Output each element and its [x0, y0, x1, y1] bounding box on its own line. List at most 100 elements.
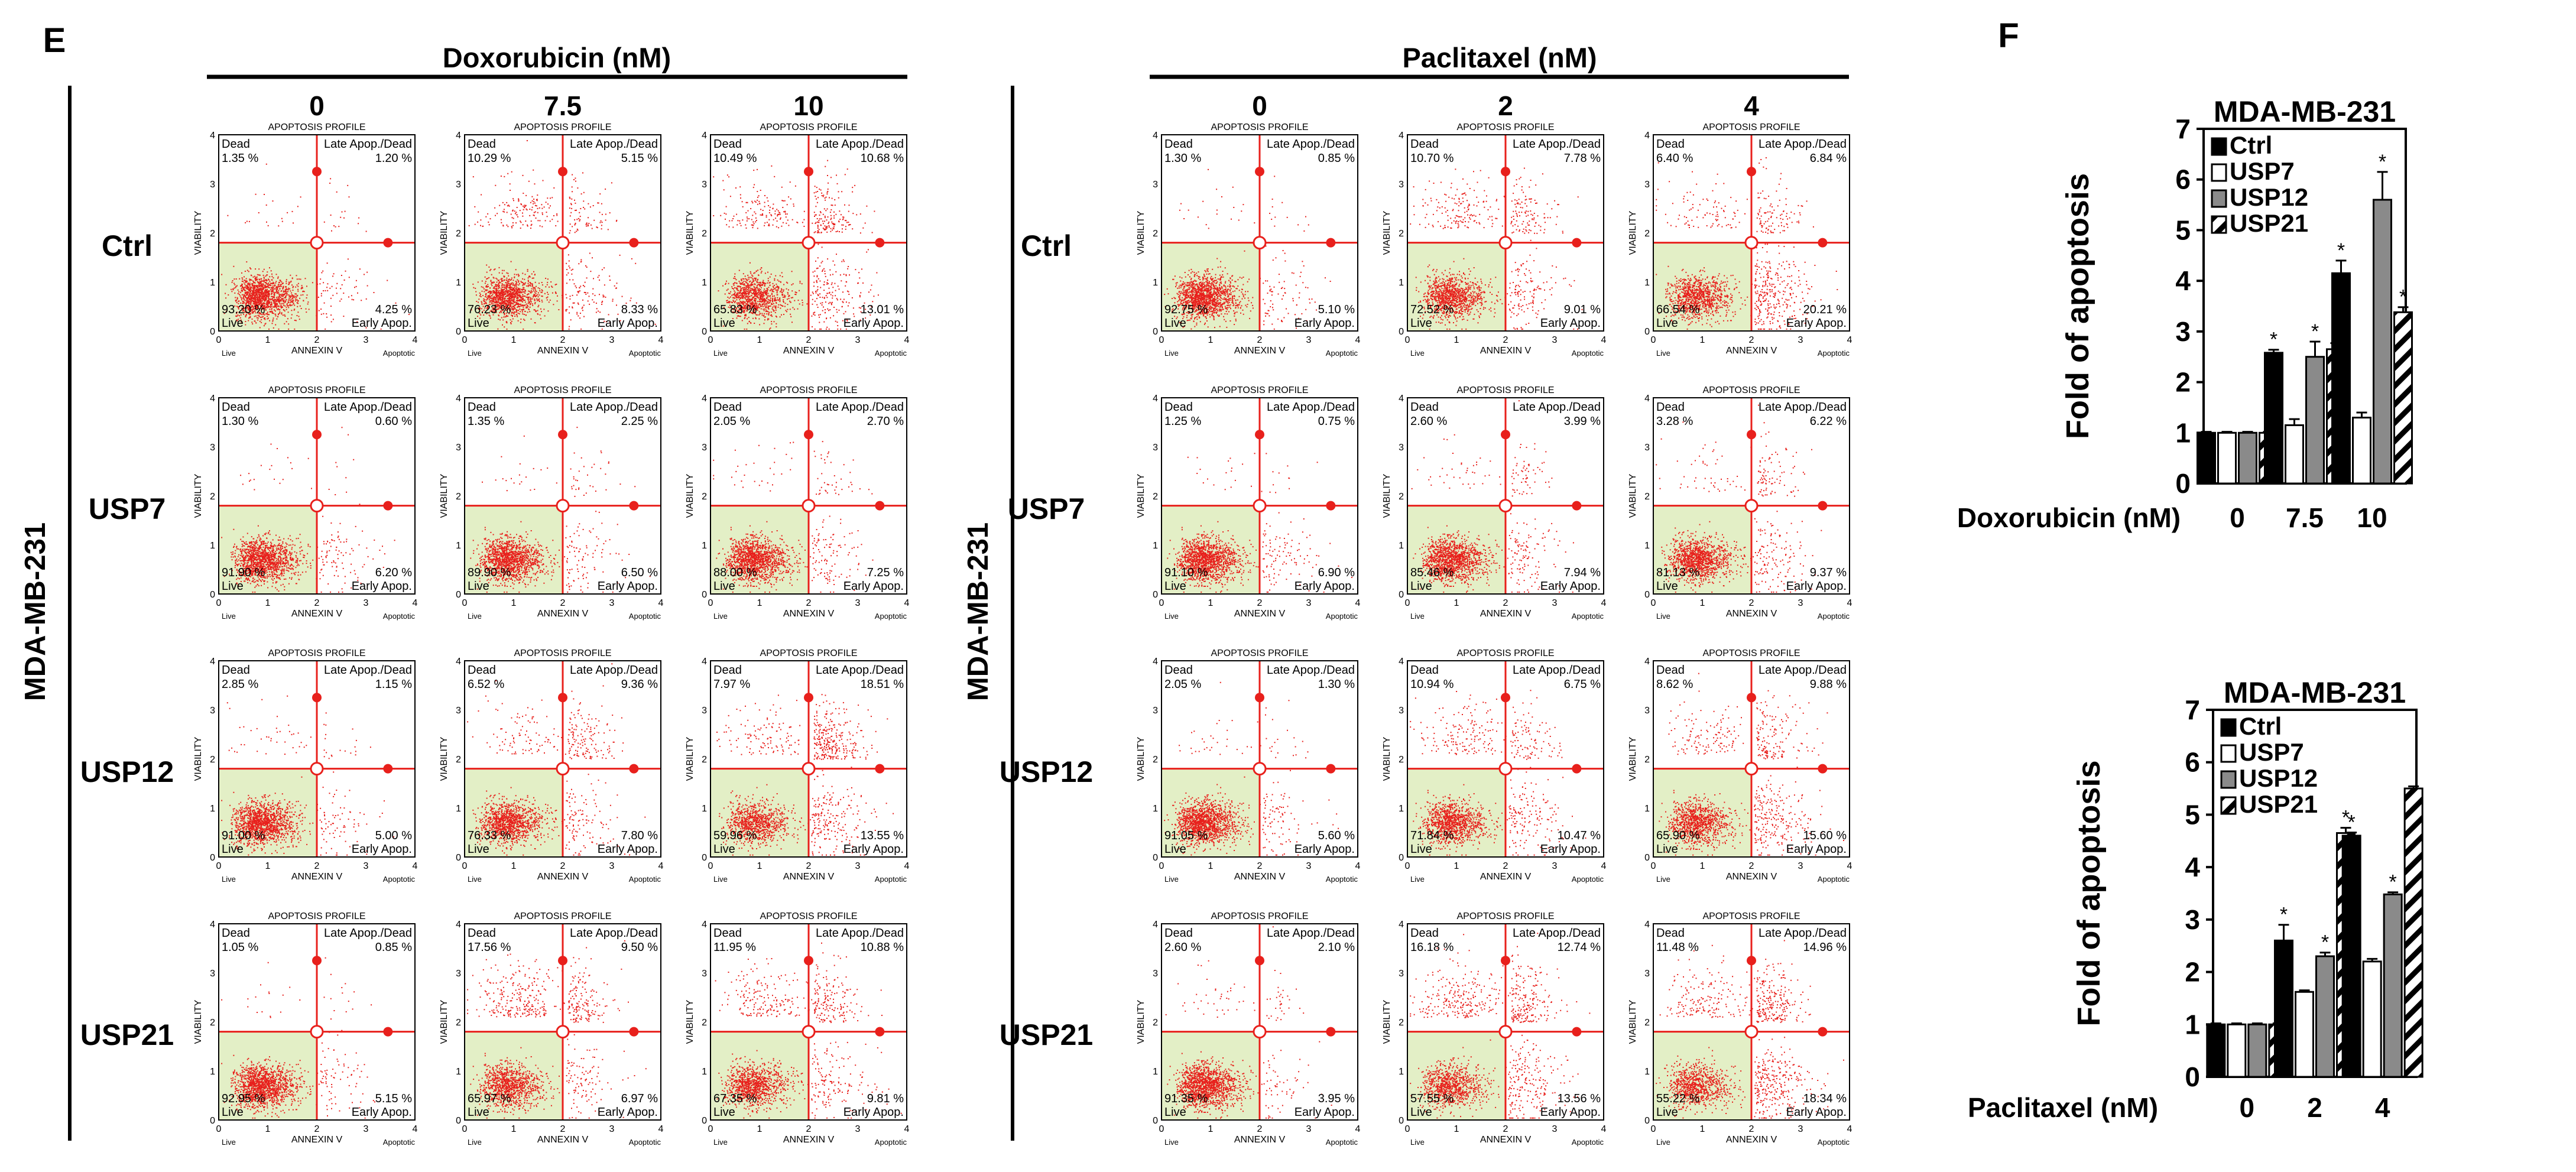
- bar-usp12: [2305, 356, 2325, 485]
- quadrant-percent: 89.90 %: [468, 566, 511, 579]
- plot-frame: [710, 397, 907, 595]
- y-tick-label: 0: [2185, 1061, 2200, 1092]
- x-tick-label: 2: [806, 861, 812, 871]
- significance-mark: *: [2280, 904, 2288, 926]
- quadrant-percent: 7.78 %: [1564, 152, 1601, 165]
- quadrant-label: Live: [713, 317, 735, 330]
- gate-center-handle: [1253, 762, 1267, 776]
- quadrant-label: Early Apop.: [843, 317, 904, 330]
- gate-handle: [1501, 430, 1510, 440]
- y-tick-label: 0: [702, 327, 707, 337]
- x-tick-label: 2: [560, 335, 566, 345]
- gate-handle: [875, 501, 885, 511]
- quadrant-percent: 65.83 %: [713, 303, 757, 316]
- x-tick-label: 3: [364, 598, 369, 608]
- gate-handle: [1572, 501, 1582, 511]
- quadrant-label: Dead: [468, 138, 496, 151]
- quadrant-label: Live: [1410, 1106, 1432, 1119]
- x-tick-label: 0: [462, 1124, 468, 1134]
- gate-handle: [383, 238, 393, 248]
- y-tick-label: 4: [1153, 920, 1158, 930]
- y-tick-label: 2: [1399, 755, 1404, 765]
- gate-center-handle: [310, 236, 324, 250]
- quadrant-label: Live: [222, 1106, 244, 1119]
- gate-center-handle: [556, 1025, 570, 1039]
- x-tick-label: 0: [708, 1124, 713, 1134]
- plot-title: APOPTOSIS PROFILE: [1211, 122, 1308, 132]
- quadrant-label: Dead: [1656, 401, 1685, 414]
- quadrant-label: Early Apop.: [352, 843, 412, 856]
- live-quadrant-fill: [1407, 242, 1506, 331]
- gate-handle: [1818, 764, 1828, 774]
- x-tick-label: 1: [1208, 598, 1214, 608]
- gate-handle: [804, 956, 813, 966]
- y-tick-label: 1: [702, 804, 707, 814]
- y-tick-label: 2: [1153, 229, 1158, 239]
- quadrant-label: Late Apop./Dead: [1759, 664, 1847, 677]
- x-tick-label: 2: [1503, 1124, 1508, 1134]
- x-tick-label: 1: [265, 598, 271, 608]
- x-tick-label: 3: [609, 335, 615, 345]
- y-tick-label: 2: [702, 755, 707, 765]
- x-axis-label: ANNEXIN V: [291, 1135, 343, 1145]
- y-tick-label: 2: [456, 229, 461, 239]
- y-tick-label: 4: [1644, 394, 1650, 404]
- plot-title: APOPTOSIS PROFILE: [1702, 385, 1800, 395]
- quadrant-percent: 76.23 %: [468, 303, 511, 316]
- x-tick-label: 2: [314, 1124, 320, 1134]
- plot-title: APOPTOSIS PROFILE: [268, 122, 365, 132]
- quadrant-label: Early Apop.: [1295, 843, 1355, 856]
- x-region-label: Apoptotic: [875, 349, 907, 358]
- x-tick-label: 1: [265, 1124, 271, 1134]
- x-tick-label: 4: [904, 598, 910, 608]
- plot-title: APOPTOSIS PROFILE: [268, 648, 365, 658]
- quadrant-label: Late Apop./Dead: [1513, 401, 1601, 414]
- y-axis-label: VIABILITY: [193, 736, 203, 781]
- dose-label: 0: [1252, 90, 1267, 121]
- y-tick-label: 4: [1153, 394, 1158, 404]
- plot-frame: [464, 923, 661, 1121]
- quadrant-label: Late Apop./Dead: [1267, 664, 1355, 677]
- quadrant-percent: 2.60 %: [1410, 415, 1447, 428]
- bar-ctrl: [2264, 352, 2283, 485]
- quadrant-label: Late Apop./Dead: [570, 664, 658, 677]
- gate-handle: [312, 693, 322, 703]
- y-tick-label: 4: [2185, 852, 2200, 882]
- x-tick-label: 3: [855, 1124, 861, 1134]
- plot-title: APOPTOSIS PROFILE: [1456, 385, 1554, 395]
- x-tick-label: 1: [1208, 335, 1214, 345]
- y-tick-label: 2: [456, 755, 461, 765]
- quadrant-label: Late Apop./Dead: [1267, 927, 1355, 940]
- plot-title: APOPTOSIS PROFILE: [1702, 122, 1800, 132]
- scatter-points: [1410, 690, 1587, 856]
- bar-usp12: [2247, 1023, 2267, 1078]
- y-tick-label: 3: [1399, 969, 1404, 979]
- quadrant-percent: 10.47 %: [1558, 829, 1601, 842]
- gate-center-handle: [1744, 236, 1759, 250]
- x-tick-label: 3: [609, 1124, 615, 1134]
- quadrant-percent: 85.46 %: [1410, 566, 1454, 579]
- plot-title: APOPTOSIS PROFILE: [1456, 648, 1554, 658]
- gate-center-handle: [1253, 499, 1267, 513]
- quadrant-percent: 18.34 %: [1803, 1092, 1847, 1105]
- x-tick-label: 0: [708, 598, 713, 608]
- y-tick-label: 3: [210, 706, 215, 716]
- quadrant-percent: 1.05 %: [222, 941, 258, 954]
- plot-frame: [710, 923, 907, 1121]
- quadrant-percent: 72.52 %: [1410, 303, 1454, 316]
- x-region-label: Live: [713, 349, 728, 358]
- y-tick-label: 4: [1644, 131, 1650, 141]
- quadrant-percent: 6.97 %: [621, 1092, 658, 1105]
- quadrant-percent: 66.54 %: [1656, 303, 1700, 316]
- gate-center-handle: [1498, 499, 1513, 513]
- gate-center-handle: [556, 762, 570, 776]
- x-tick-label: 3: [1306, 1124, 1312, 1134]
- quadrant-label: Dead: [713, 138, 742, 151]
- quadrant-label: Late Apop./Dead: [1267, 138, 1355, 151]
- quadrant-percent: 93.20 %: [222, 303, 265, 316]
- y-axis-label: VIABILITY: [685, 473, 695, 518]
- gate-handle: [1501, 167, 1510, 177]
